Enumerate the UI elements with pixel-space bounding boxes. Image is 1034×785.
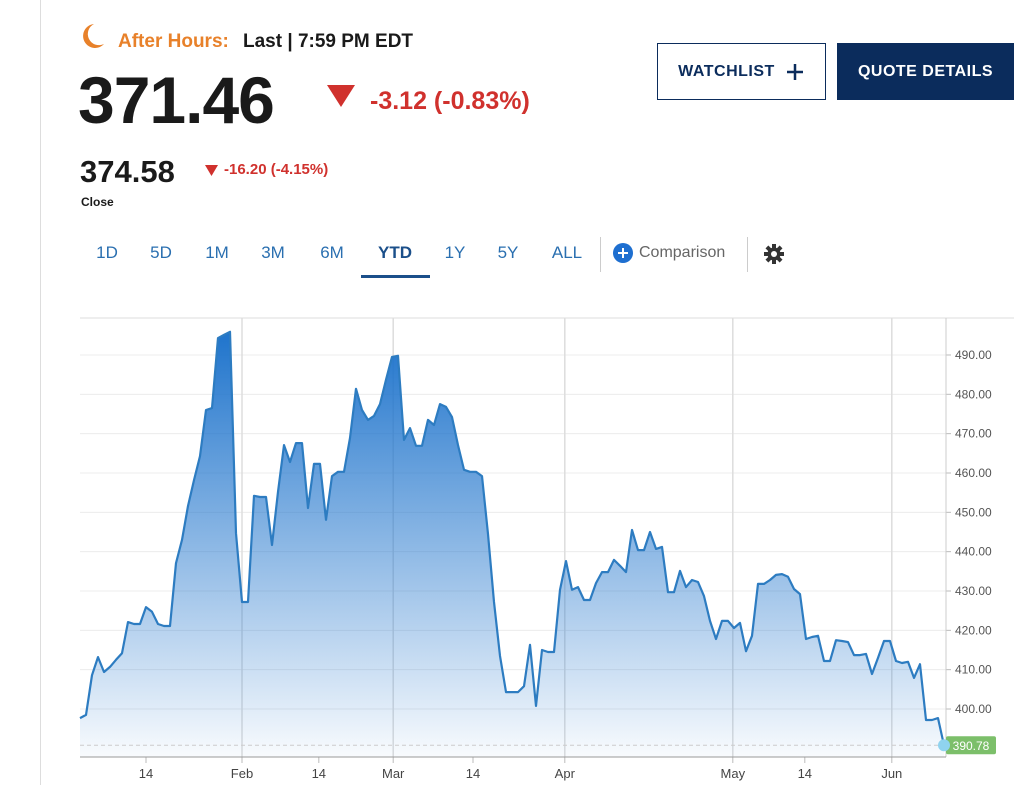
watchlist-button[interactable]: WATCHLIST — [657, 43, 826, 100]
range-tab[interactable]: YTD — [378, 243, 412, 262]
line — [79, 330, 946, 746]
range-tab[interactable]: 1M — [205, 243, 229, 262]
range-tab[interactable]: 5Y — [497, 243, 519, 262]
y-tick-label: 430.00 — [955, 584, 992, 598]
x-tick-label: Apr — [555, 766, 576, 781]
last-time: Last | 7:59 PM EDT — [243, 31, 414, 52]
y-tick-label: 450.00 — [955, 505, 992, 519]
tab-underline — [361, 275, 430, 278]
y-tick-label: 440.00 — [955, 545, 992, 559]
range-tab[interactable]: 1D — [96, 243, 118, 262]
x-tick-label: 14 — [139, 766, 153, 781]
quote-details-button[interactable]: QUOTE DETAILS — [837, 43, 1014, 100]
settings-icon[interactable] — [763, 243, 785, 265]
range-tab[interactable]: 6M — [320, 243, 344, 262]
range-tab[interactable]: 5D — [150, 243, 172, 262]
x-tick-label: 14 — [466, 766, 480, 781]
page-border — [40, 0, 41, 785]
close-label: Close — [81, 195, 114, 209]
close-price: 374.58 — [80, 154, 175, 189]
y-tick-label: 460.00 — [955, 466, 992, 480]
button-label: WATCHLIST — [678, 62, 775, 80]
x-tick-label: 14 — [312, 766, 326, 781]
down-arrow — [327, 85, 355, 107]
x-tick-label: Jun — [881, 766, 902, 781]
session-label: After Hours: — [118, 31, 229, 52]
x-tick-label: Mar — [382, 766, 405, 781]
range-tab[interactable]: 1Y — [444, 243, 466, 262]
comparison-icon[interactable] — [613, 243, 635, 265]
range-tab[interactable]: ALL — [551, 243, 583, 262]
area — [80, 331, 944, 757]
y-tick-label: 470.00 — [955, 427, 992, 441]
y-tick-label: 490.00 — [955, 348, 992, 362]
separator — [747, 237, 748, 272]
y-tick-label: 400.00 — [955, 702, 992, 716]
price: 371.46 — [78, 63, 275, 137]
x-tick-label: May — [721, 766, 746, 781]
button-label: QUOTE DETAILS — [857, 62, 994, 80]
y-tick-label: 410.00 — [955, 663, 992, 677]
y-tick-label: 480.00 — [955, 387, 992, 401]
plus-icon — [786, 63, 803, 80]
range-tab[interactable]: 3M — [261, 243, 285, 262]
y-tick-label: 420.00 — [955, 623, 992, 637]
close-change: -16.20 (-4.15%) — [224, 161, 329, 178]
last-value-label: 390.78 — [953, 739, 990, 753]
last-value-box — [946, 736, 996, 755]
moon-icon — [83, 24, 104, 48]
last-value-dot — [938, 739, 950, 752]
price-chart: 400.00 410.00 420.00 430.00 440.00 450.00 460.… — [79, 317, 1014, 781]
x-tick-label: 14 — [798, 766, 812, 781]
comparison-button[interactable]: Comparison — [639, 244, 726, 261]
separator — [600, 237, 601, 272]
price-change: -3.12 (-0.83%) — [370, 87, 530, 115]
down-arrow-small — [205, 165, 218, 176]
x-tick-label: Feb — [231, 766, 253, 781]
